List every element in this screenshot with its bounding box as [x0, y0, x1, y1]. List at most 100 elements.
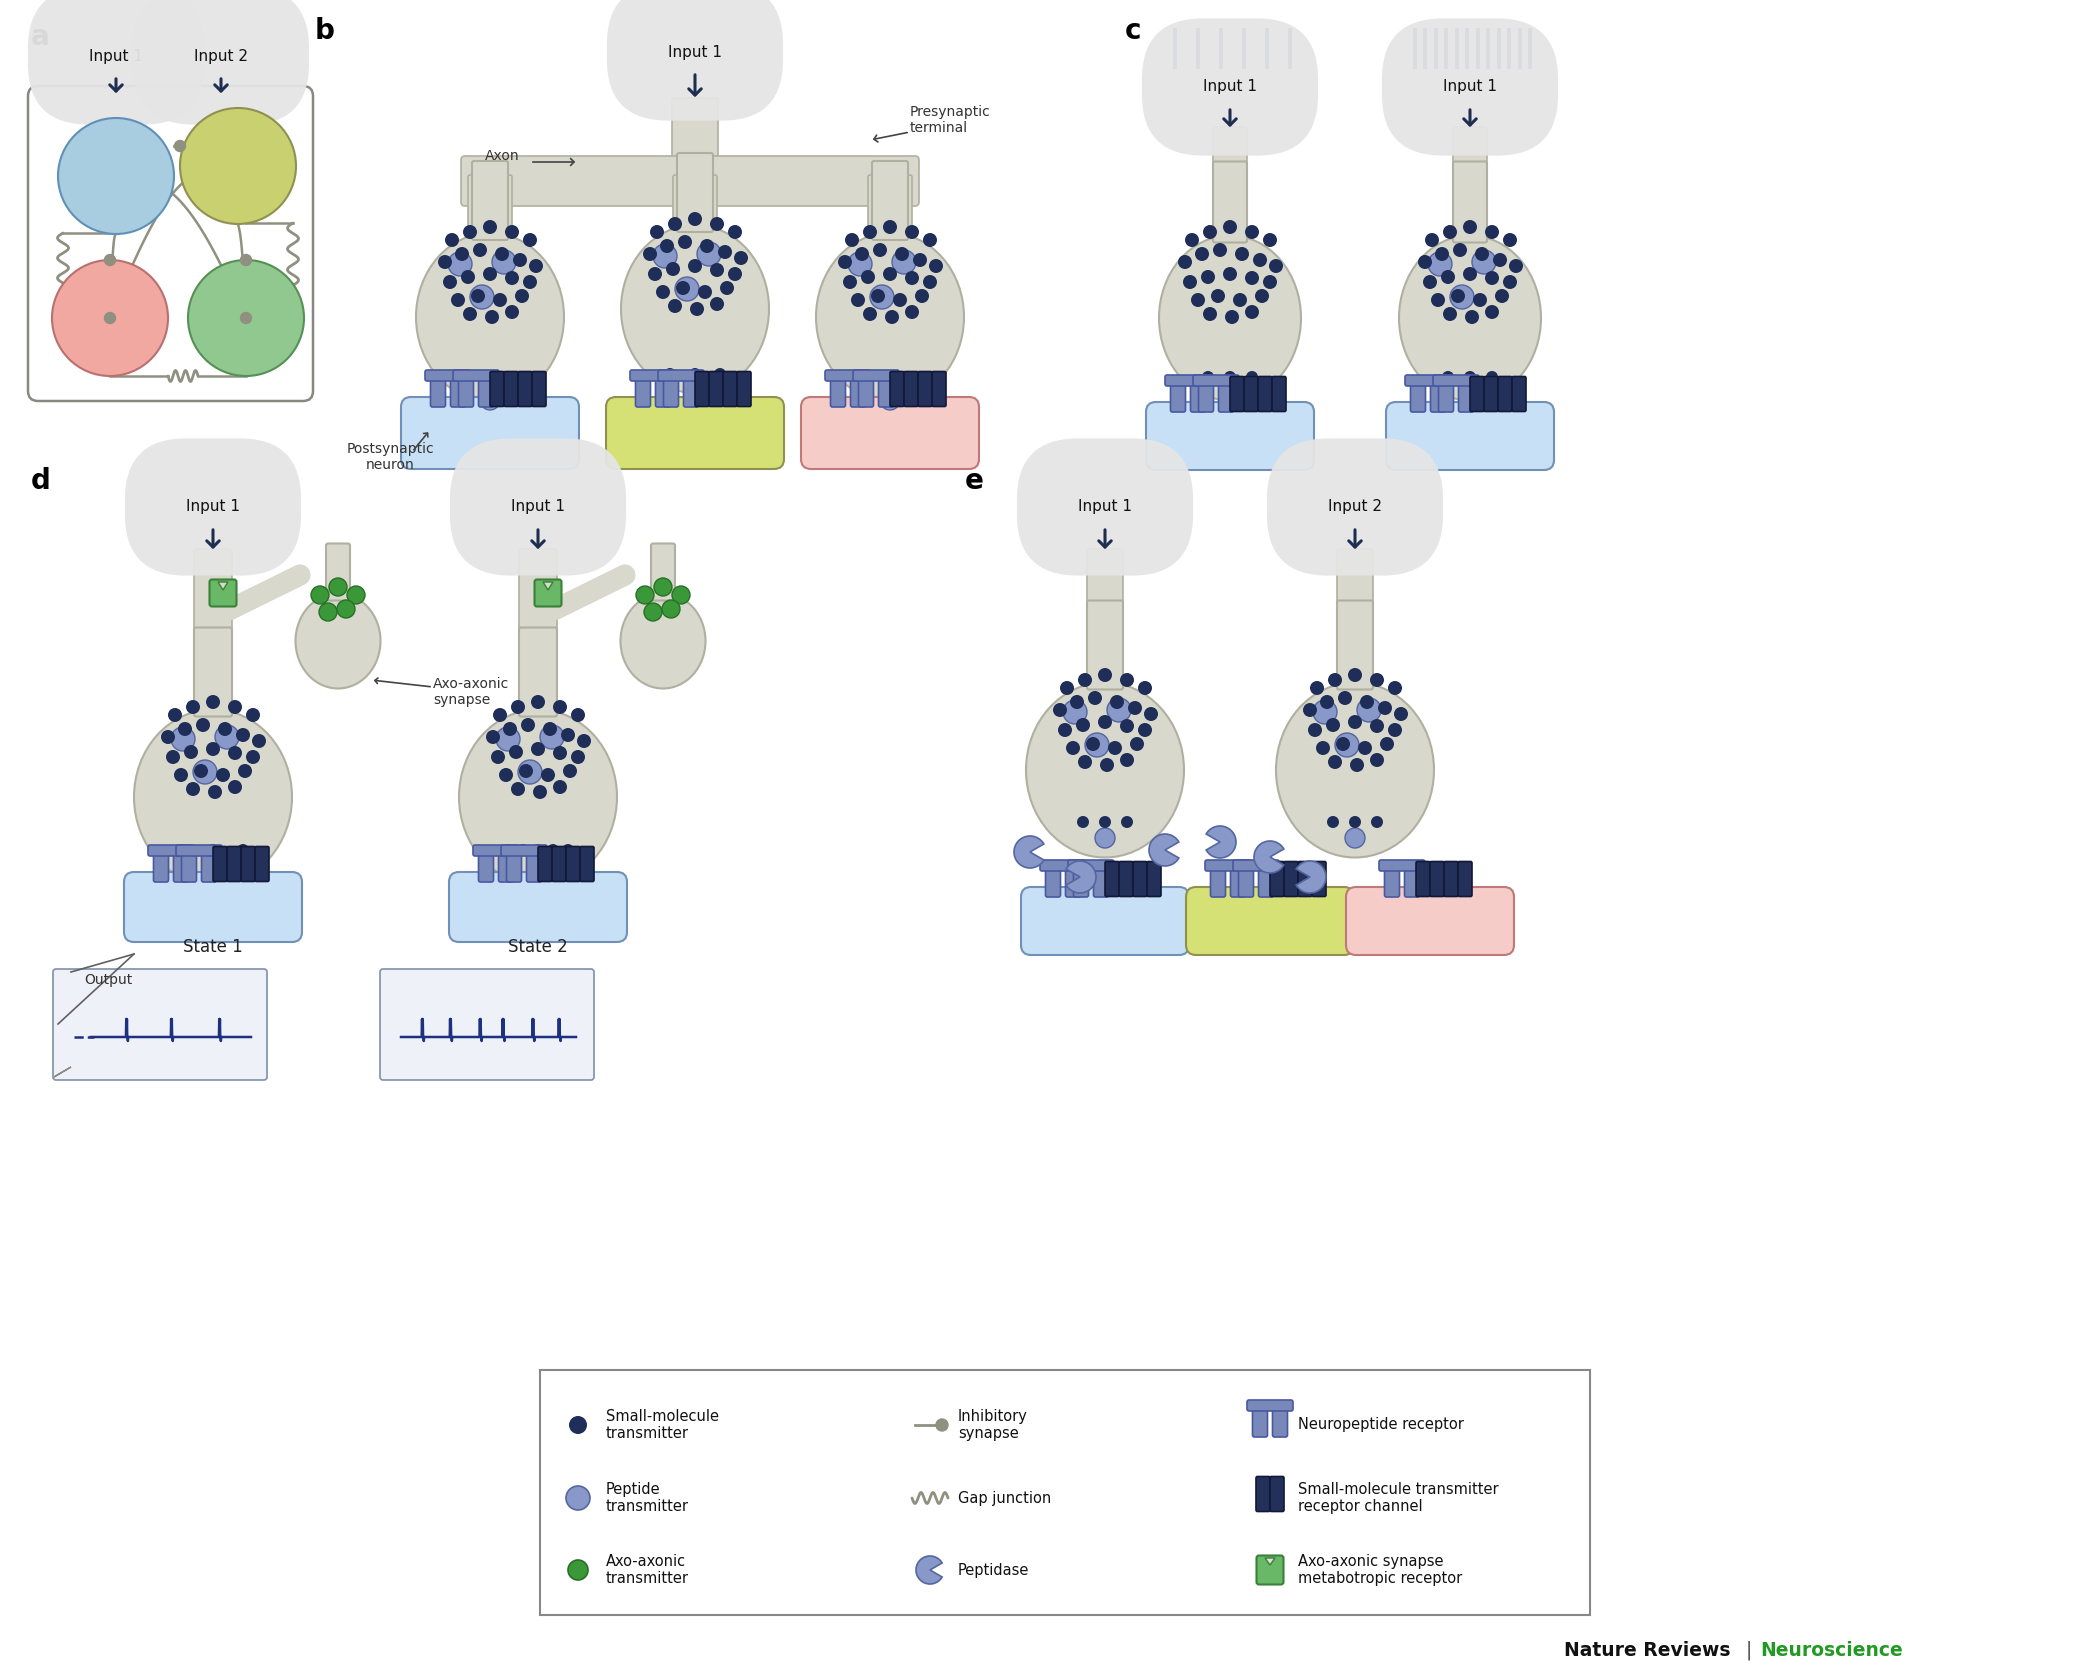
Polygon shape — [218, 582, 229, 590]
Circle shape — [1144, 707, 1157, 720]
Circle shape — [494, 292, 506, 307]
Circle shape — [1348, 715, 1363, 729]
Circle shape — [567, 1561, 588, 1581]
Circle shape — [204, 854, 223, 874]
Circle shape — [517, 844, 529, 856]
Circle shape — [504, 306, 519, 319]
Circle shape — [330, 578, 346, 597]
Text: d: d — [32, 466, 50, 495]
Circle shape — [178, 722, 191, 735]
Circle shape — [1350, 759, 1365, 772]
Circle shape — [874, 242, 886, 257]
FancyBboxPatch shape — [1457, 862, 1472, 897]
Text: Input 1: Input 1 — [187, 500, 239, 515]
Circle shape — [1119, 719, 1134, 734]
FancyBboxPatch shape — [1252, 1405, 1268, 1437]
Circle shape — [691, 302, 704, 316]
Circle shape — [863, 307, 878, 321]
Circle shape — [1107, 698, 1132, 722]
Circle shape — [735, 251, 748, 266]
Circle shape — [892, 251, 916, 274]
FancyBboxPatch shape — [1256, 1556, 1283, 1584]
Circle shape — [1443, 226, 1457, 239]
Circle shape — [916, 289, 928, 302]
Circle shape — [668, 217, 682, 231]
FancyBboxPatch shape — [1214, 162, 1247, 242]
Circle shape — [914, 252, 926, 267]
Circle shape — [720, 281, 735, 296]
Circle shape — [189, 261, 304, 376]
FancyBboxPatch shape — [479, 374, 493, 408]
FancyBboxPatch shape — [1199, 379, 1214, 413]
Circle shape — [481, 389, 500, 409]
Circle shape — [1212, 289, 1224, 302]
Circle shape — [1063, 700, 1088, 724]
Circle shape — [512, 252, 527, 267]
Circle shape — [861, 271, 876, 284]
Circle shape — [838, 256, 853, 269]
Circle shape — [1308, 724, 1323, 737]
Circle shape — [697, 286, 712, 299]
Circle shape — [483, 376, 496, 388]
Circle shape — [508, 745, 523, 759]
Circle shape — [1344, 829, 1365, 847]
Circle shape — [662, 600, 680, 618]
Circle shape — [246, 750, 260, 764]
Circle shape — [540, 725, 565, 749]
FancyBboxPatch shape — [630, 369, 676, 381]
Circle shape — [1504, 232, 1516, 247]
FancyBboxPatch shape — [1231, 376, 1243, 411]
Circle shape — [884, 311, 899, 324]
Circle shape — [1317, 740, 1329, 755]
Circle shape — [544, 722, 556, 735]
FancyBboxPatch shape — [1405, 866, 1420, 897]
Circle shape — [193, 760, 216, 784]
Circle shape — [1245, 226, 1260, 239]
Text: Input 1: Input 1 — [668, 45, 722, 60]
Circle shape — [218, 722, 231, 735]
FancyBboxPatch shape — [1470, 376, 1485, 411]
Circle shape — [1359, 740, 1371, 755]
Circle shape — [336, 600, 355, 618]
Circle shape — [1510, 259, 1522, 272]
Circle shape — [1418, 256, 1432, 269]
FancyBboxPatch shape — [1273, 1405, 1287, 1437]
Circle shape — [1380, 737, 1394, 750]
Circle shape — [170, 727, 195, 750]
Text: Input 1: Input 1 — [510, 500, 565, 515]
FancyBboxPatch shape — [1258, 376, 1273, 411]
Circle shape — [519, 764, 533, 779]
FancyBboxPatch shape — [1270, 1477, 1283, 1512]
FancyBboxPatch shape — [1205, 861, 1252, 871]
Circle shape — [1100, 759, 1113, 772]
FancyBboxPatch shape — [552, 847, 567, 882]
Circle shape — [527, 854, 548, 874]
Circle shape — [235, 729, 250, 742]
Circle shape — [1094, 829, 1115, 847]
Text: Input 1: Input 1 — [1203, 80, 1258, 95]
Circle shape — [869, 286, 895, 309]
FancyBboxPatch shape — [1069, 861, 1113, 871]
Circle shape — [571, 709, 586, 722]
Circle shape — [483, 221, 498, 234]
Circle shape — [1138, 682, 1153, 695]
Circle shape — [699, 239, 714, 252]
Circle shape — [1245, 306, 1260, 319]
Text: Axo-axonic synapse
metabotropic receptor: Axo-axonic synapse metabotropic receptor — [1298, 1554, 1462, 1586]
Ellipse shape — [622, 226, 769, 393]
FancyBboxPatch shape — [636, 374, 651, 408]
Circle shape — [496, 727, 521, 750]
Circle shape — [1464, 267, 1476, 281]
FancyBboxPatch shape — [1214, 127, 1247, 201]
FancyBboxPatch shape — [540, 1370, 1590, 1614]
Circle shape — [1119, 673, 1134, 687]
Circle shape — [882, 221, 897, 234]
Circle shape — [1485, 271, 1499, 286]
Circle shape — [1182, 276, 1197, 289]
Text: b: b — [315, 17, 334, 45]
FancyBboxPatch shape — [890, 371, 903, 406]
Circle shape — [1254, 252, 1266, 267]
Circle shape — [659, 239, 674, 252]
FancyBboxPatch shape — [1453, 162, 1487, 242]
Polygon shape — [1264, 1557, 1275, 1566]
